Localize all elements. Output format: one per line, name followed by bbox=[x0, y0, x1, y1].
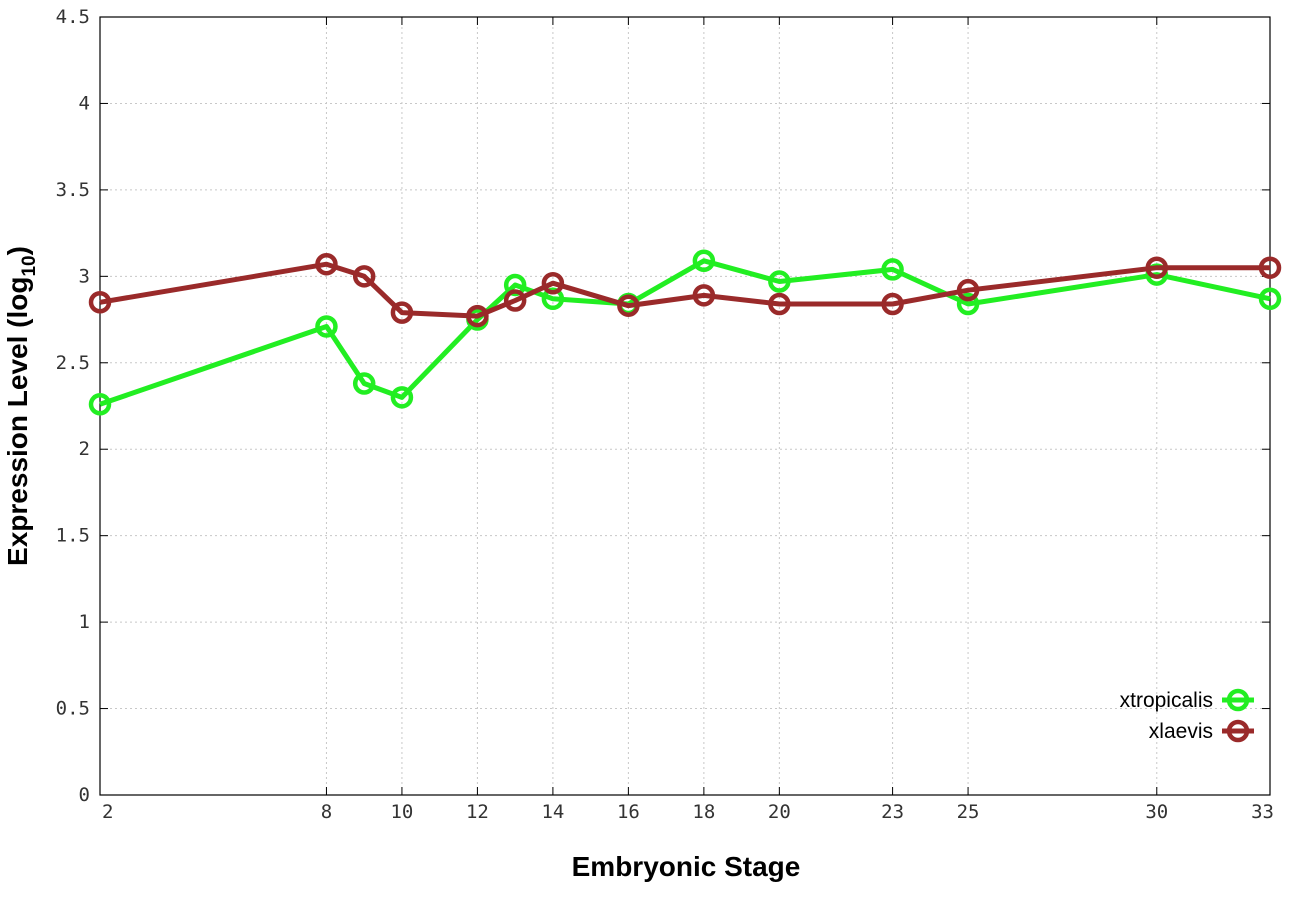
data-point bbox=[541, 287, 565, 311]
y-axis-title-main: Expression Level (log bbox=[2, 277, 33, 566]
legend-label: xlaevis bbox=[1149, 720, 1213, 743]
data-point bbox=[503, 273, 527, 297]
y-tick-label: 2.5 bbox=[56, 352, 90, 374]
y-tick-label: 3 bbox=[79, 265, 90, 287]
y-tick-label: 4.5 bbox=[56, 6, 90, 28]
legend-label: xtropicalis bbox=[1120, 689, 1213, 712]
x-tick-label: 20 bbox=[768, 801, 791, 823]
y-tick-label: 1.5 bbox=[56, 525, 90, 547]
x-tick-label: 8 bbox=[321, 801, 332, 823]
legend-marker-xlaevis bbox=[1226, 719, 1250, 743]
y-tick-label: 3.5 bbox=[56, 179, 90, 201]
data-point bbox=[1258, 287, 1282, 311]
plot-frame bbox=[99, 16, 1271, 796]
data-point bbox=[956, 292, 980, 316]
y-tick-label: 0 bbox=[79, 784, 90, 806]
axis-ticks: 0 0.5 1 1.5 2 2.5 3 3.5 4 4.5 2 8 10 12 14 16 18 20 23 25 30… bbox=[56, 6, 1274, 823]
series-xtropicalis bbox=[88, 249, 1282, 416]
data-point bbox=[692, 284, 716, 307]
y-tick-label: 0.5 bbox=[56, 698, 90, 720]
y-tick-label: 1 bbox=[79, 611, 90, 633]
data-point bbox=[768, 270, 791, 293]
data-point bbox=[503, 289, 527, 312]
x-tick-label: 14 bbox=[541, 801, 564, 823]
x-tick-label: 16 bbox=[617, 801, 640, 823]
data-point bbox=[390, 301, 414, 324]
grid-lines bbox=[100, 17, 1270, 795]
data-point bbox=[88, 291, 112, 314]
x-tick-label: 2 bbox=[102, 801, 113, 823]
data-point bbox=[541, 271, 565, 295]
data-point bbox=[88, 393, 112, 416]
data-point bbox=[881, 258, 904, 281]
data-point bbox=[315, 315, 338, 338]
y-tick-label: 4 bbox=[79, 92, 90, 114]
x-tick-label: 23 bbox=[881, 801, 904, 823]
series-xlaevis bbox=[88, 252, 1282, 328]
y-tick-label: 2 bbox=[79, 438, 90, 460]
x-tick-label: 30 bbox=[1145, 801, 1168, 823]
data-point bbox=[1258, 256, 1282, 279]
data-point bbox=[881, 292, 904, 316]
data-point bbox=[352, 372, 376, 395]
data-point bbox=[768, 292, 791, 316]
x-tick-label: 33 bbox=[1251, 801, 1274, 823]
series-line-xtropicalis bbox=[99, 258, 1271, 407]
data-point bbox=[1145, 256, 1169, 279]
x-tick-label: 18 bbox=[692, 801, 715, 823]
legend: xtropicalis xlaevis bbox=[1120, 688, 1254, 743]
data-point bbox=[315, 252, 338, 276]
data-point bbox=[352, 265, 376, 288]
y-axis-title-subscript: 10 bbox=[19, 255, 40, 276]
data-point bbox=[390, 386, 414, 409]
data-point bbox=[466, 304, 489, 328]
y-axis-title-close: ) bbox=[2, 246, 33, 255]
data-point bbox=[617, 294, 640, 317]
x-tick-label: 25 bbox=[957, 801, 980, 823]
x-tick-label: 12 bbox=[466, 801, 489, 823]
y-axis-title: Expression Level (log10) bbox=[2, 246, 40, 566]
legend-marker-xtropicalis bbox=[1226, 688, 1250, 712]
series-group bbox=[88, 249, 1282, 416]
data-point bbox=[956, 278, 980, 302]
x-tick-label: 10 bbox=[390, 801, 413, 823]
x-axis-title: Embryonic Stage bbox=[572, 851, 801, 882]
data-point bbox=[692, 249, 716, 273]
